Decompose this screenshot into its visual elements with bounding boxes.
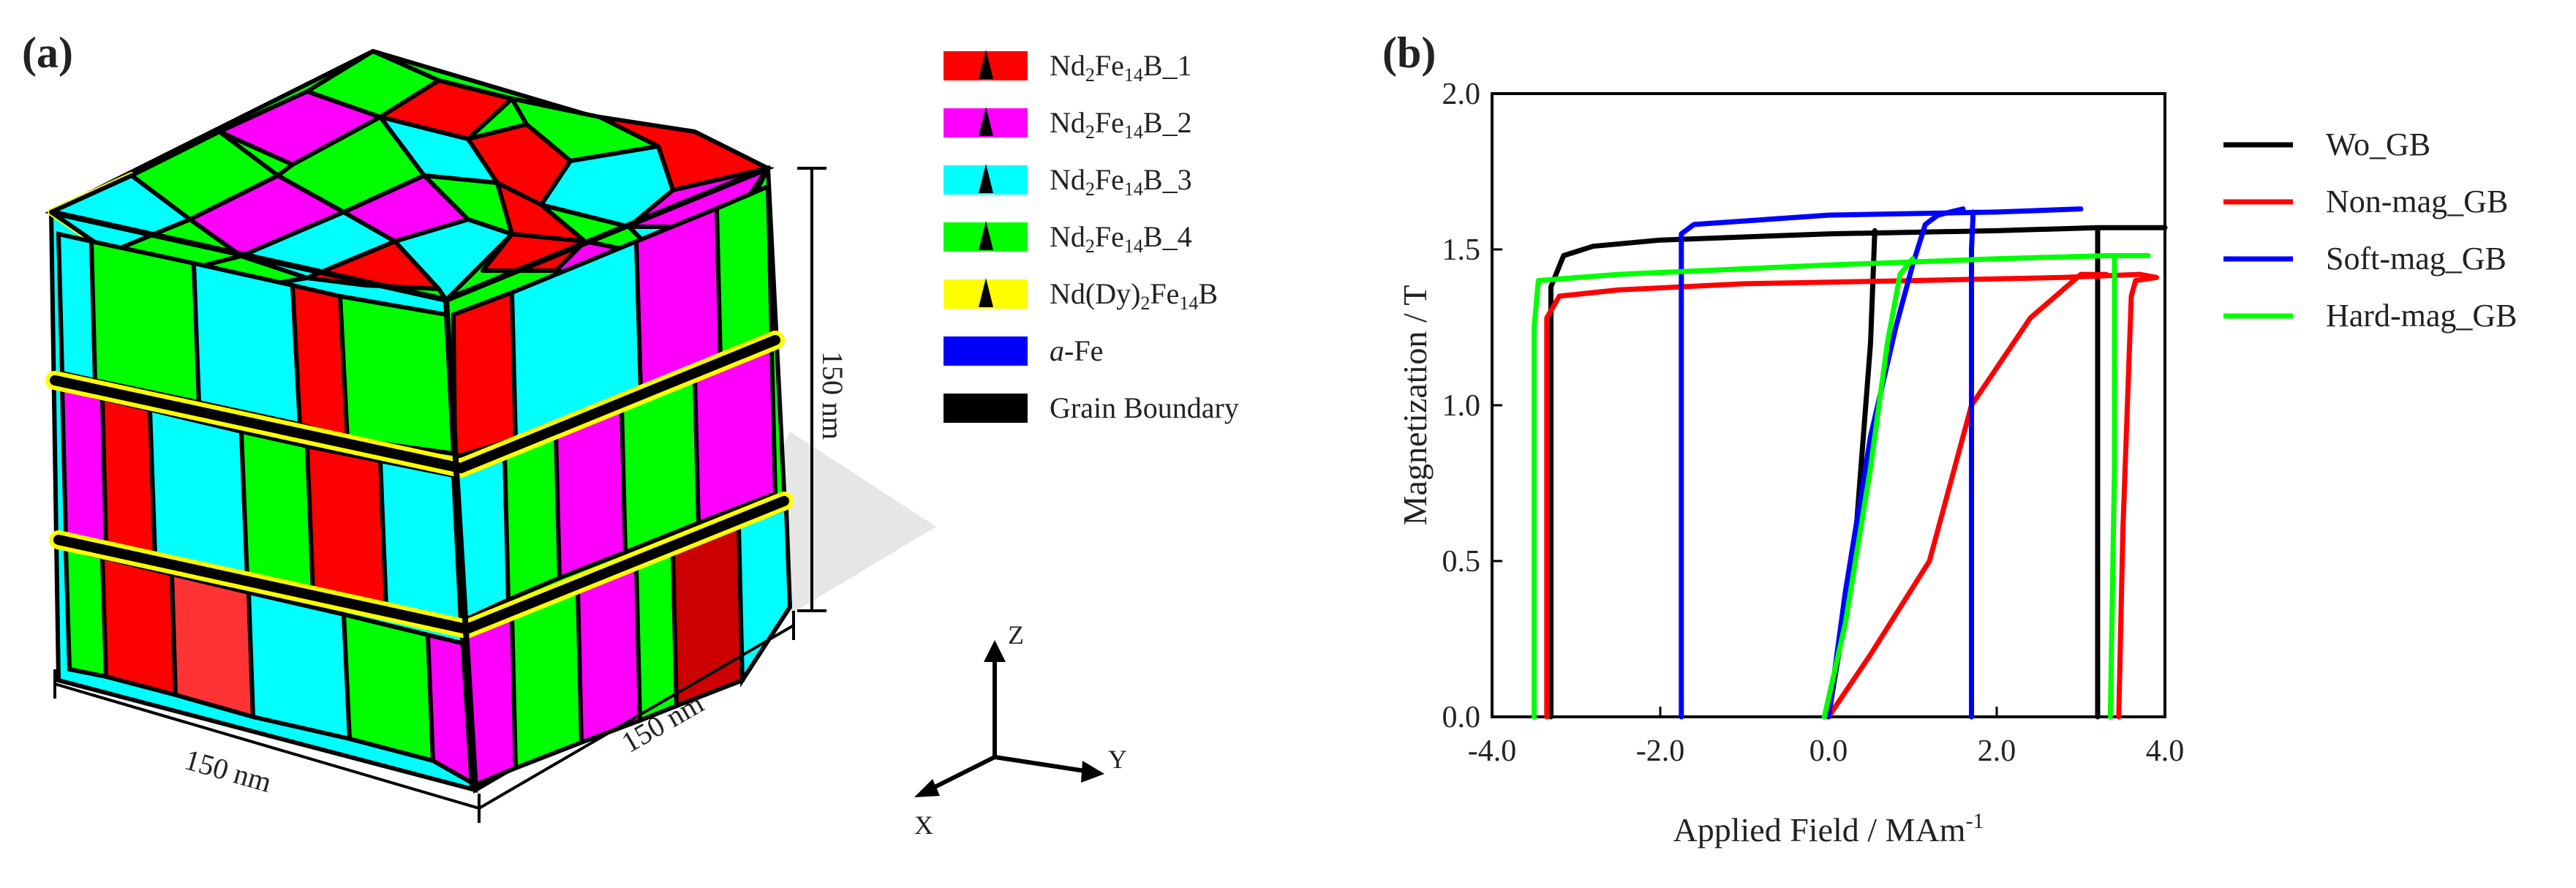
series-line-soft-mag_gb — [1826, 206, 1966, 720]
moment-arrow-icon — [979, 278, 993, 307]
moment-arrow-icon — [979, 164, 993, 193]
series-line-hard-mag_gb — [1821, 256, 1916, 720]
axis-label-y: Y — [1108, 745, 1127, 774]
legend-label: Nd(Dy)2Fe14B — [1050, 277, 1218, 314]
series-line-wo_gb — [1548, 225, 2168, 720]
moment-arrow-icon — [979, 107, 993, 136]
coordinate-axes — [914, 640, 1104, 797]
panel-b-label: (b) — [1382, 29, 1436, 77]
legend-label: Nd2Fe14B_4 — [1050, 220, 1192, 257]
x-tick-label: 0.0 — [1809, 734, 1848, 768]
axis-label-x: X — [914, 810, 933, 840]
legend-label: Nd2Fe14B_2 — [1050, 106, 1192, 143]
plot-frame — [1491, 92, 2166, 718]
front-face-grains — [56, 231, 475, 787]
moment-arrow-icon — [979, 221, 993, 250]
y-axis-label: Magnetization / T — [1396, 285, 1434, 526]
legend-label: Grain Boundary — [1050, 391, 1239, 424]
legend-label: Non-mag_GB — [2326, 184, 2508, 219]
x-tick-label: -2.0 — [1636, 734, 1685, 768]
series-line-non-mag_gb — [1544, 271, 2159, 720]
series-line-soft-mag_gb — [1679, 206, 2084, 720]
x-tick-label: 2.0 — [1978, 734, 2016, 768]
axis-label-z: Z — [1008, 620, 1024, 650]
dim-line-bottom — [54, 682, 480, 810]
legend-label: Soft-mag_GB — [2326, 241, 2507, 276]
panel-a-label: (a) — [22, 29, 73, 77]
series-line-soft-mag_gb — [1969, 209, 1976, 720]
series-line-hard-mag_gb — [1532, 253, 2151, 720]
hysteresis-chart: -4.0 -2.0 0.0 2.0 4.0 0.0 0.5 1.0 1.5 2.0 Applied … — [1396, 78, 2184, 849]
phase-legend: Nd2Fe14B_1 Nd2Fe14B_2 Nd2Fe14B_3 Nd2Fe14B_4… — [944, 49, 1239, 424]
legend-swatch — [944, 394, 1028, 423]
dim-line-right — [478, 624, 795, 810]
y-tick-label: 0.5 — [1442, 545, 1481, 579]
y-tick-label: 1.0 — [1442, 389, 1481, 423]
x-axis-label: Applied Field / MAm-1 — [1673, 809, 1984, 849]
legend-label: Nd2Fe14B_3 — [1050, 163, 1192, 200]
x-tick-label: -4.0 — [1468, 734, 1517, 768]
legend-label: Wo_GB — [2326, 127, 2430, 162]
y-tick-label: 1.5 — [1442, 233, 1481, 267]
dim-label-bottom: 150 nm — [181, 742, 276, 799]
chart-legend: Wo_GB Non-mag_GB Soft-mag_GB Hard-mag_GB — [2223, 127, 2517, 334]
moment-arrow-icon — [979, 50, 993, 79]
legend-label: a-Fe — [1050, 334, 1103, 367]
dimension-lines — [53, 167, 826, 823]
x-tick-label: 4.0 — [2146, 734, 2185, 768]
y-tick-label: 2.0 — [1442, 78, 1481, 111]
legend-swatch — [944, 336, 1028, 366]
legend-label: Nd2Fe14B_1 — [1050, 49, 1192, 86]
legend-label: Hard-mag_GB — [2326, 298, 2517, 334]
dim-label-height: 150 nm — [816, 351, 849, 440]
microstructure-cube — [45, 48, 794, 794]
y-tick-label: 0.0 — [1442, 701, 1481, 734]
